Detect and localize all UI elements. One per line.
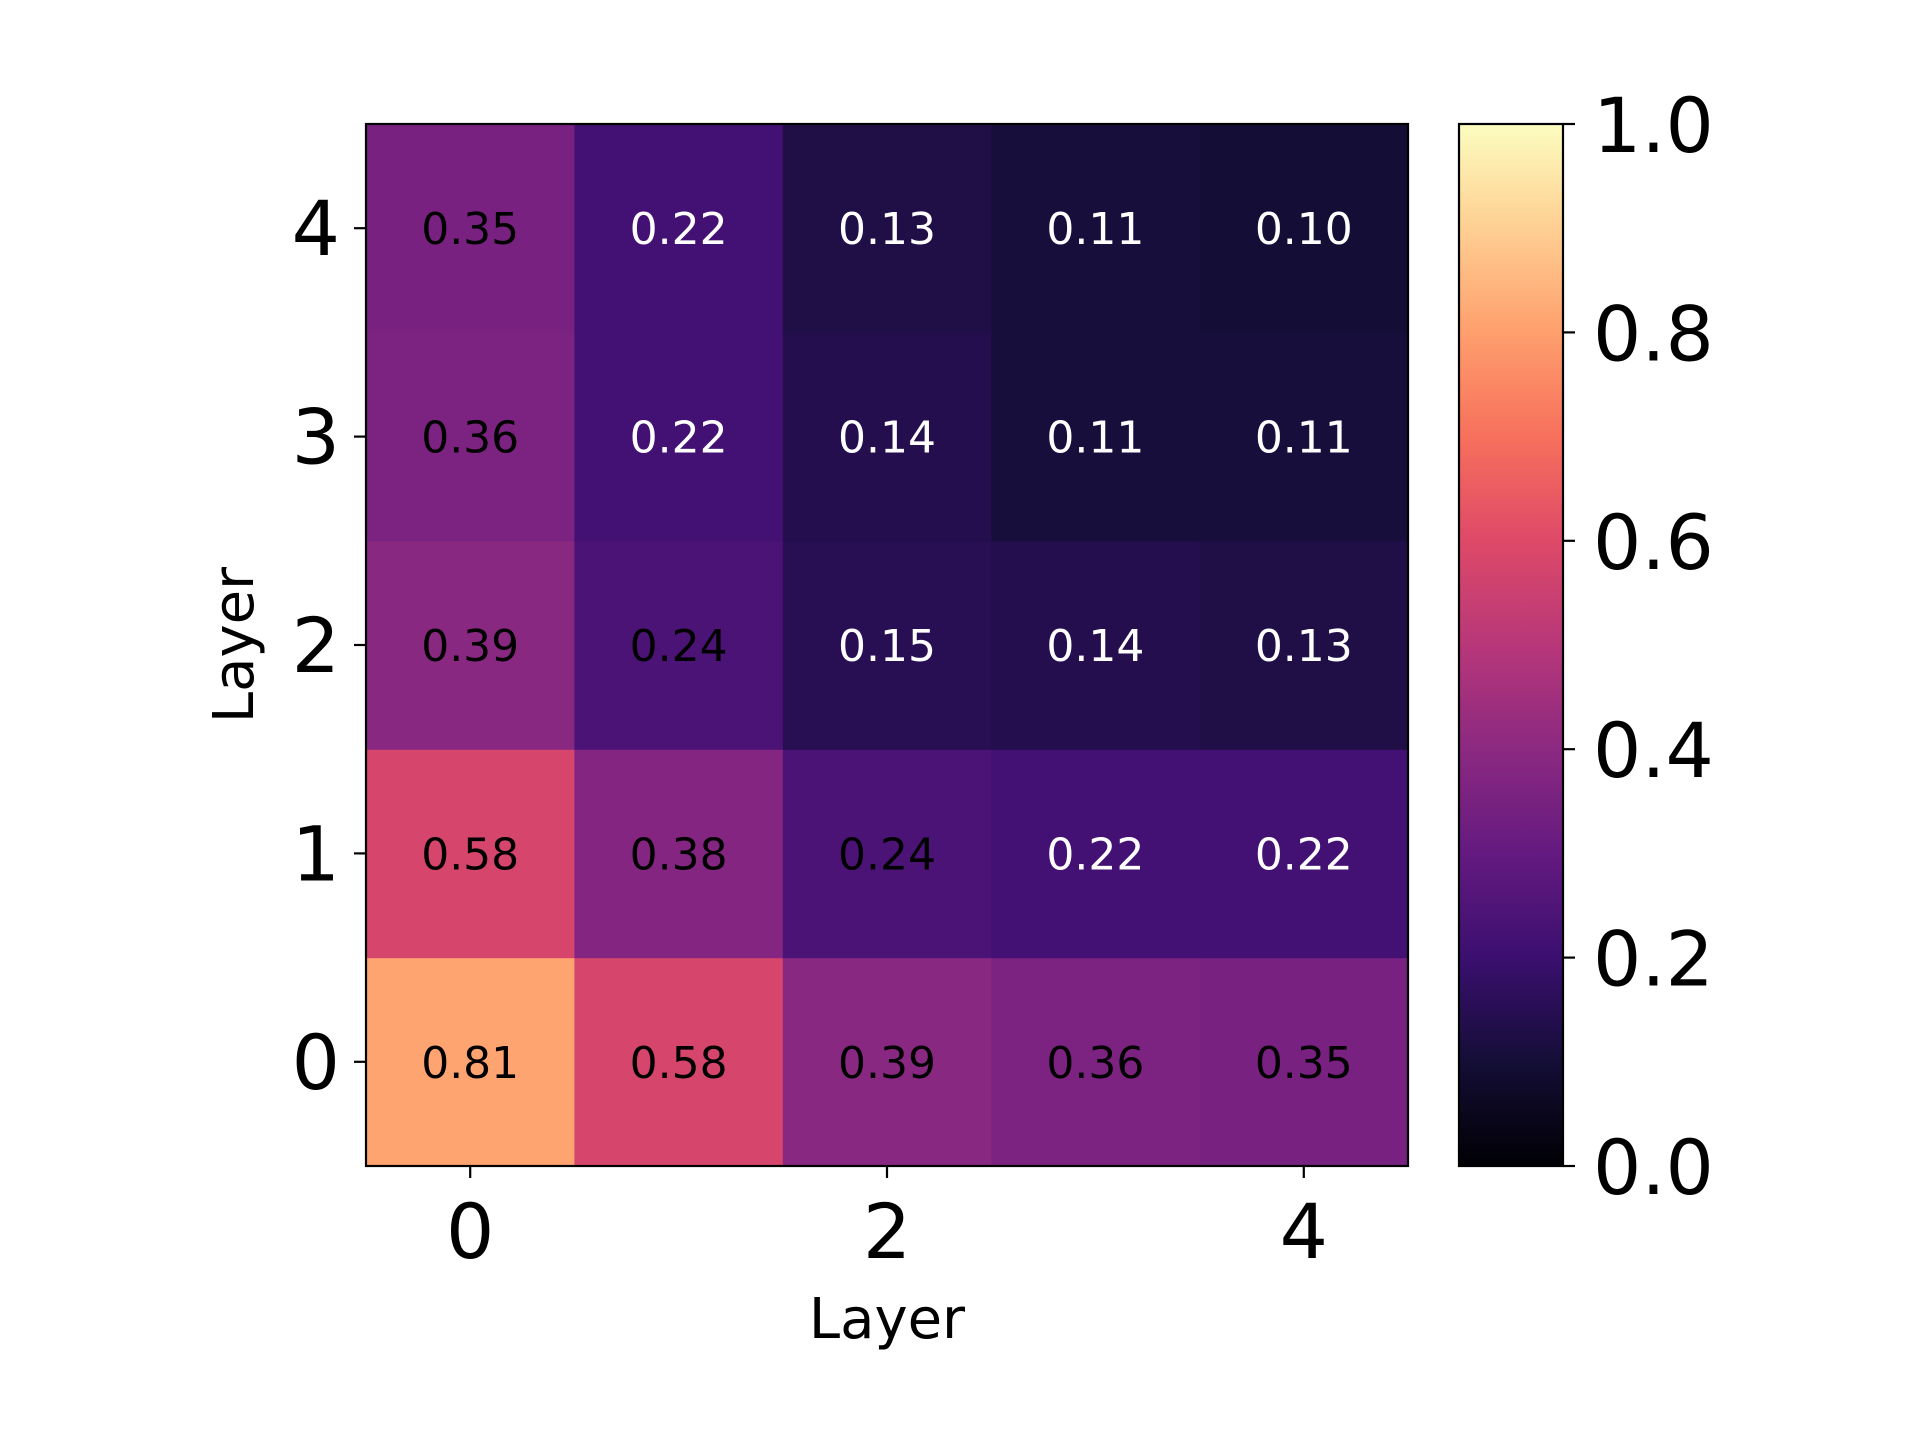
cell-label-2-1: 0.24: [630, 621, 728, 672]
heatmap-cell-3-3: [991, 332, 1201, 542]
cell-label-4-4: 0.10: [1255, 204, 1353, 255]
y-tick-label-1: 1: [292, 809, 340, 898]
heatmap-cell-1-3: [991, 749, 1201, 959]
heatmap-cell-2-2: [782, 540, 992, 750]
heatmap-cell-3-4: [1199, 332, 1409, 542]
x-axis-label: Layer: [809, 1287, 966, 1352]
cell-label-1-1: 0.38: [630, 829, 728, 880]
cell-label-3-4: 0.11: [1255, 413, 1353, 464]
heatmap-cell-0-1: [574, 957, 784, 1167]
colorbar-tick-label-0.2: 0.2: [1593, 915, 1714, 1004]
cell-label-1-0: 0.58: [421, 829, 519, 880]
heatmap-cells: [366, 124, 1409, 1167]
heatmap-cell-0-3: [991, 957, 1201, 1167]
colorbar-tick-label-0.0: 0.0: [1593, 1123, 1714, 1212]
cell-label-3-3: 0.11: [1046, 413, 1144, 464]
heatmap-cell-3-1: [574, 332, 784, 542]
heatmap-cell-1-2: [782, 749, 992, 959]
heatmap-cell-4-2: [782, 124, 992, 333]
heatmap-cell-3-2: [782, 332, 992, 542]
cell-label-0-4: 0.35: [1255, 1038, 1353, 1089]
heatmap-cell-4-3: [991, 124, 1201, 333]
y-axis-label: Layer: [202, 566, 267, 723]
x-tick-label-0: 0: [446, 1187, 494, 1276]
colorbar-tick-label-0.4: 0.4: [1593, 706, 1714, 795]
cell-label-2-0: 0.39: [421, 621, 519, 672]
y-tick-label-3: 3: [292, 393, 340, 482]
heatmap-cell-3-0: [366, 332, 575, 542]
cell-label-2-3: 0.14: [1046, 621, 1144, 672]
heatmap-cell-1-0: [366, 749, 575, 959]
cell-label-4-3: 0.11: [1046, 204, 1144, 255]
cell-label-0-1: 0.58: [630, 1038, 728, 1089]
colorbar-tick-label-0.6: 0.6: [1593, 498, 1714, 587]
heatmap-cell-2-3: [991, 540, 1201, 750]
heatmap-cell-2-0: [366, 540, 575, 750]
cell-label-3-0: 0.36: [421, 413, 519, 464]
heatmap-cell-0-2: [782, 957, 992, 1167]
heatmap-cell-4-0: [366, 124, 575, 333]
colorbar: [1457, 122, 1565, 1168]
colorbar-ticks: 0.0 0.2 0.4 0.6 0.8 1.0: [1563, 81, 1714, 1212]
cell-label-3-1: 0.22: [630, 413, 728, 464]
cell-label-4-0: 0.35: [421, 204, 519, 255]
colorbar-tick-label-0.8: 0.8: [1593, 289, 1714, 378]
colorbar-tick-label-1.0: 1.0: [1593, 81, 1714, 170]
y-tick-label-2: 2: [292, 601, 340, 690]
cell-label-2-4: 0.13: [1255, 621, 1353, 672]
heatmap-cell-2-4: [1199, 540, 1409, 750]
y-tick-label-0: 0: [292, 1018, 340, 1107]
cell-label-1-4: 0.22: [1255, 829, 1353, 880]
heatmap-cell-2-1: [574, 540, 784, 750]
cell-label-2-2: 0.15: [838, 621, 936, 672]
cell-label-0-3: 0.36: [1046, 1038, 1144, 1089]
heatmap-cell-4-1: [574, 124, 784, 333]
x-tick-label-2: 2: [863, 1187, 911, 1276]
cell-label-1-3: 0.22: [1046, 829, 1144, 880]
heatmap-cell-0-0: [366, 957, 575, 1167]
heatmap-cell-0-4: [1199, 957, 1409, 1167]
y-tick-label-4: 4: [292, 184, 340, 273]
cell-label-4-1: 0.22: [630, 204, 728, 255]
x-axis-ticks: 0 2 4: [446, 1166, 1328, 1276]
heatmap-cell-labels: 0.81 0.58 0.39 0.36 0.35 0.58 0.38 0.24 0.22 0.22…: [421, 204, 1353, 1089]
x-tick-label-4: 4: [1280, 1187, 1328, 1276]
cell-label-3-2: 0.14: [838, 413, 936, 464]
heatmap-cell-1-4: [1199, 749, 1409, 959]
cell-label-1-2: 0.24: [838, 829, 936, 880]
heatmap-cell-1-1: [574, 749, 784, 959]
cell-label-0-0: 0.81: [421, 1038, 519, 1089]
cell-label-4-2: 0.13: [838, 204, 936, 255]
y-axis-ticks: 0 1 2 3 4: [292, 184, 366, 1107]
cell-label-0-2: 0.39: [838, 1038, 936, 1089]
heatmap-cell-4-4: [1199, 124, 1409, 333]
